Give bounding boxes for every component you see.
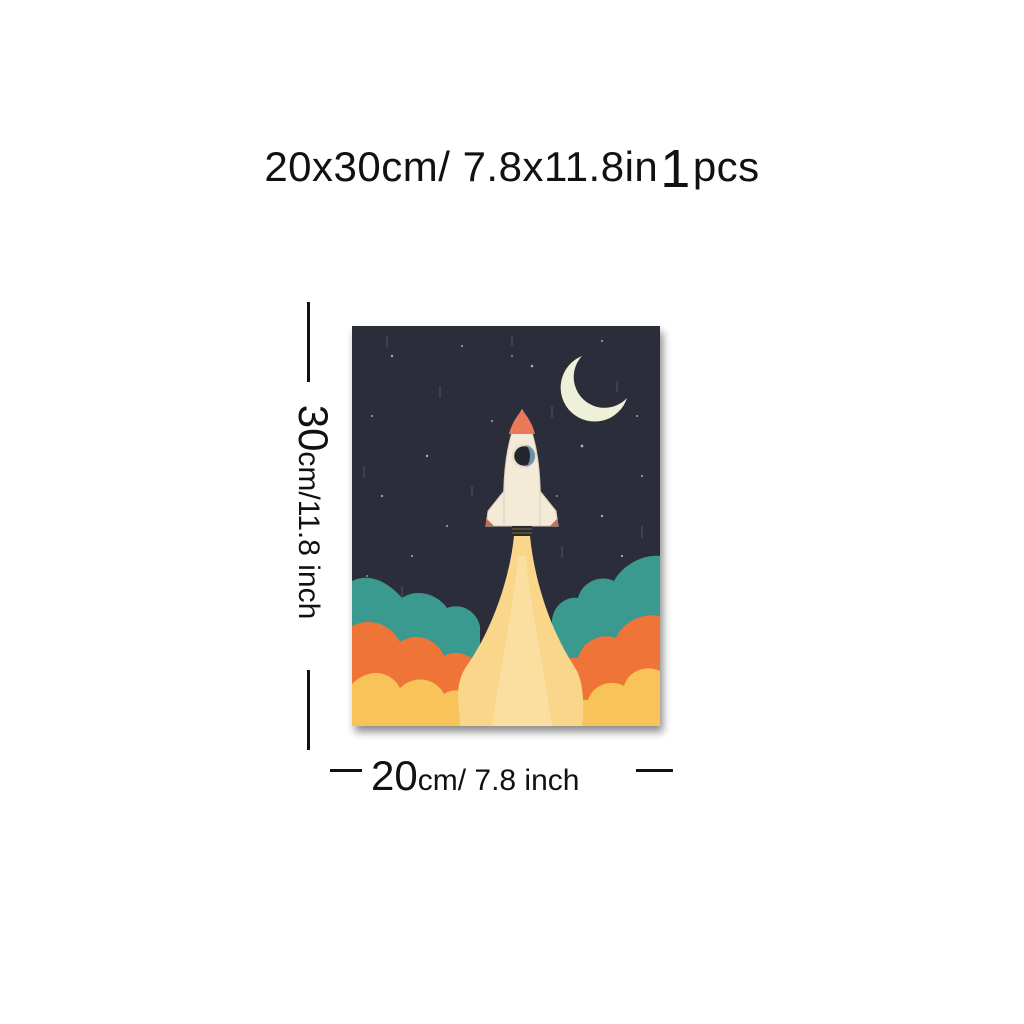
quantity-number: 1 xyxy=(660,139,691,199)
product-size-title: 20x30cm/ 7.8x11.8in1pcs xyxy=(0,138,1024,200)
width-dimension-line-left xyxy=(330,769,362,772)
quantity-unit: pcs xyxy=(692,143,760,190)
poster-artwork xyxy=(352,326,660,726)
rain-streaks xyxy=(363,336,643,598)
rocket-icon xyxy=(485,409,559,536)
poster-canvas-print xyxy=(352,326,660,726)
width-number: 20 xyxy=(371,752,418,799)
height-unit: cm/11.8 inch xyxy=(292,451,325,620)
width-dimension-label: 20cm/ 7.8 inch xyxy=(371,752,579,800)
width-dimension-line-right xyxy=(636,769,673,772)
moon-icon xyxy=(560,356,627,422)
rocket-exhaust-core xyxy=(492,556,552,726)
height-dimension-label: 30cm/11.8 inch xyxy=(289,405,337,620)
height-dimension-line-bottom xyxy=(307,670,310,750)
height-number: 30 xyxy=(290,404,337,452)
stars xyxy=(366,340,643,577)
width-unit: cm/ 7.8 inch xyxy=(417,764,580,797)
height-dimension-line-top xyxy=(307,302,310,382)
size-text: 20x30cm/ 7.8x11.8in xyxy=(264,143,659,190)
